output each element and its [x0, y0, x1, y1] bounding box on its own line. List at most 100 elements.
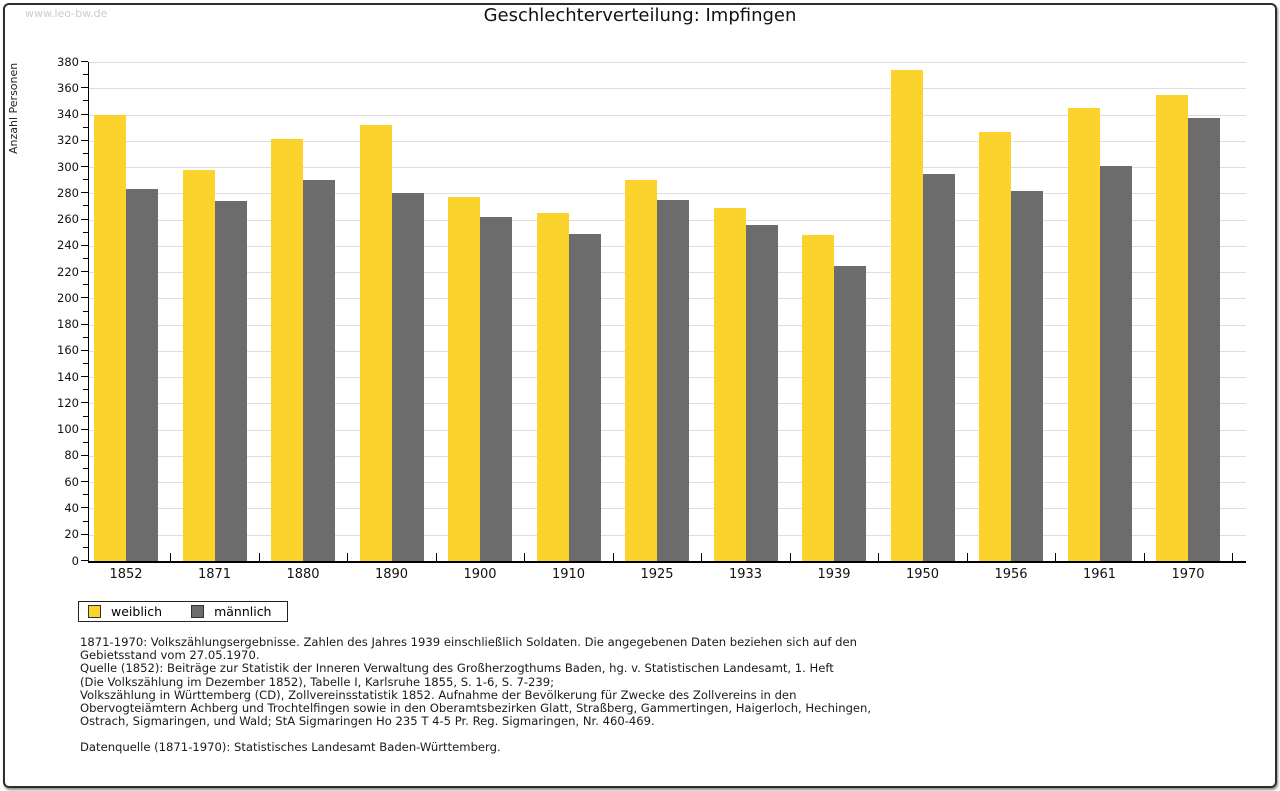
- bar-maennlich-1939: [834, 265, 866, 561]
- y-axis-tick: [81, 61, 88, 62]
- y-tick-label: 280: [57, 185, 79, 200]
- y-axis-tick-minor: [83, 152, 88, 154]
- y-axis-tick-minor: [83, 546, 88, 548]
- gridline: [89, 193, 1246, 195]
- bar-weiblich-1852: [94, 114, 126, 561]
- y-axis-tick: [81, 113, 88, 115]
- legend-swatch-maennlich: [191, 605, 205, 618]
- y-tick-label: 100: [57, 422, 79, 437]
- bar-weiblich-1880: [271, 139, 303, 561]
- y-axis-tick-minor: [83, 520, 88, 522]
- x-axis-tick: [789, 553, 791, 561]
- y-axis-tick: [81, 139, 88, 141]
- x-axis-tick: [258, 553, 260, 561]
- footnote-line: Volkszählung in Württemberg (CD), Zollve…: [80, 687, 797, 702]
- y-axis-tick: [81, 376, 88, 378]
- y-axis-tick: [81, 87, 88, 89]
- x-axis-tick: [1055, 553, 1057, 561]
- footnote-line: Ostrach, Sigmaringen, und Wald; StA Sigm…: [80, 714, 655, 729]
- x-tick-label-1890: 1890: [374, 567, 409, 582]
- bar-maennlich-1956: [1011, 190, 1043, 561]
- y-axis-tick-minor: [83, 179, 88, 181]
- bar-maennlich-1970: [1188, 118, 1220, 561]
- y-axis-tick: [81, 218, 88, 220]
- bar-maennlich-1852: [126, 189, 158, 561]
- y-axis-tick: [81, 454, 88, 456]
- x-tick-label-1970: 1970: [1171, 567, 1205, 582]
- gridline: [89, 88, 1246, 90]
- y-tick-label: 260: [57, 212, 79, 227]
- bar-weiblich-1910: [536, 213, 569, 561]
- y-tick-label: 80: [64, 448, 79, 463]
- y-tick-label: 140: [57, 369, 79, 384]
- bar-maennlich-1961: [1099, 165, 1132, 561]
- bar-maennlich-1933: [745, 224, 778, 561]
- y-axis-tick: [81, 481, 88, 483]
- y-axis-title: Anzahl Personen: [7, 62, 20, 154]
- y-tick-label: 180: [57, 317, 79, 332]
- footnotes-block: 1871-1970: Volkszählungsergebnisse. Zahl…: [80, 635, 1180, 755]
- y-tick-label: 120: [57, 395, 79, 410]
- y-axis-tick: [81, 166, 88, 168]
- x-axis-tick: [701, 553, 703, 561]
- y-axis-tick: [81, 244, 88, 246]
- bar-weiblich-1950: [890, 69, 923, 561]
- x-tick-label-1950: 1950: [905, 567, 940, 582]
- bar-weiblich-1939: [802, 235, 834, 561]
- y-axis-tick-minor: [83, 100, 88, 102]
- y-axis-tick-minor: [83, 336, 88, 338]
- bar-maennlich-1890: [391, 193, 424, 561]
- gridline: [89, 140, 1246, 142]
- footnote-line: Quelle (1852): Beiträge zur Statistik de…: [80, 661, 834, 676]
- bar-weiblich-1871: [182, 169, 215, 561]
- x-axis-tick: [435, 553, 437, 561]
- x-tick-label-1880: 1880: [286, 567, 320, 582]
- y-tick-label: 360: [57, 80, 79, 95]
- y-axis-tick: [81, 271, 88, 273]
- y-tick-label: 220: [57, 264, 79, 279]
- y-axis-tick-minor: [83, 257, 88, 259]
- x-tick-label-1852: 1852: [109, 567, 143, 582]
- bar-weiblich-1956: [979, 131, 1011, 561]
- x-tick-label-1871: 1871: [197, 567, 232, 582]
- chart-title: Geschlechterverteilung: Impfingen: [483, 5, 797, 26]
- x-axis-tick: [612, 553, 614, 561]
- bar-maennlich-1950: [922, 173, 955, 561]
- x-tick-label-1961: 1961: [1082, 567, 1117, 582]
- y-axis-tick-minor: [83, 284, 88, 286]
- x-tick-label-1900: 1900: [463, 567, 497, 582]
- x-axis-tick: [878, 553, 880, 561]
- y-tick-label: 0: [71, 553, 79, 568]
- bar-weiblich-1933: [713, 207, 746, 561]
- y-tick-label: 60: [64, 474, 79, 489]
- y-axis-tick-minor: [83, 126, 88, 128]
- legend-label-maennlich: männlich: [214, 604, 272, 619]
- legend-box: weiblich männlich: [78, 601, 288, 622]
- y-axis-tick: [81, 323, 88, 325]
- y-axis-tick: [81, 507, 88, 509]
- bar-weiblich-1961: [1067, 107, 1100, 561]
- y-tick-label: 240: [57, 238, 79, 253]
- legend-swatch-weiblich: [88, 605, 101, 618]
- x-tick-label-1956: 1956: [994, 567, 1028, 582]
- watermark-url: www.leo-bw.de: [25, 7, 108, 20]
- bar-maennlich-1925: [657, 199, 689, 561]
- y-axis-tick: [81, 402, 88, 404]
- x-tick-label-1910: 1910: [551, 567, 586, 582]
- x-axis-tick: [1232, 553, 1234, 561]
- bar-maennlich-1900: [480, 216, 512, 561]
- bar-maennlich-1910: [568, 234, 601, 561]
- y-tick-label: 20: [64, 527, 79, 542]
- plot-area: 0 20 40 60 80 100 120 140 160 180 200 220 240 260 280 3…: [57, 55, 1246, 582]
- footnote-line: Gebietsstand vom 27.05.1970.: [80, 648, 260, 663]
- gridline: [89, 114, 1246, 116]
- y-axis-tick-minor: [83, 74, 88, 76]
- bar-maennlich-1871: [214, 201, 247, 561]
- bar-weiblich-1890: [359, 125, 392, 561]
- y-axis-tick: [81, 428, 88, 430]
- bar-weiblich-1900: [448, 197, 480, 561]
- y-axis-tick: [81, 533, 88, 535]
- x-tick-label-1925: 1925: [640, 567, 674, 582]
- x-axis-tick: [966, 553, 968, 561]
